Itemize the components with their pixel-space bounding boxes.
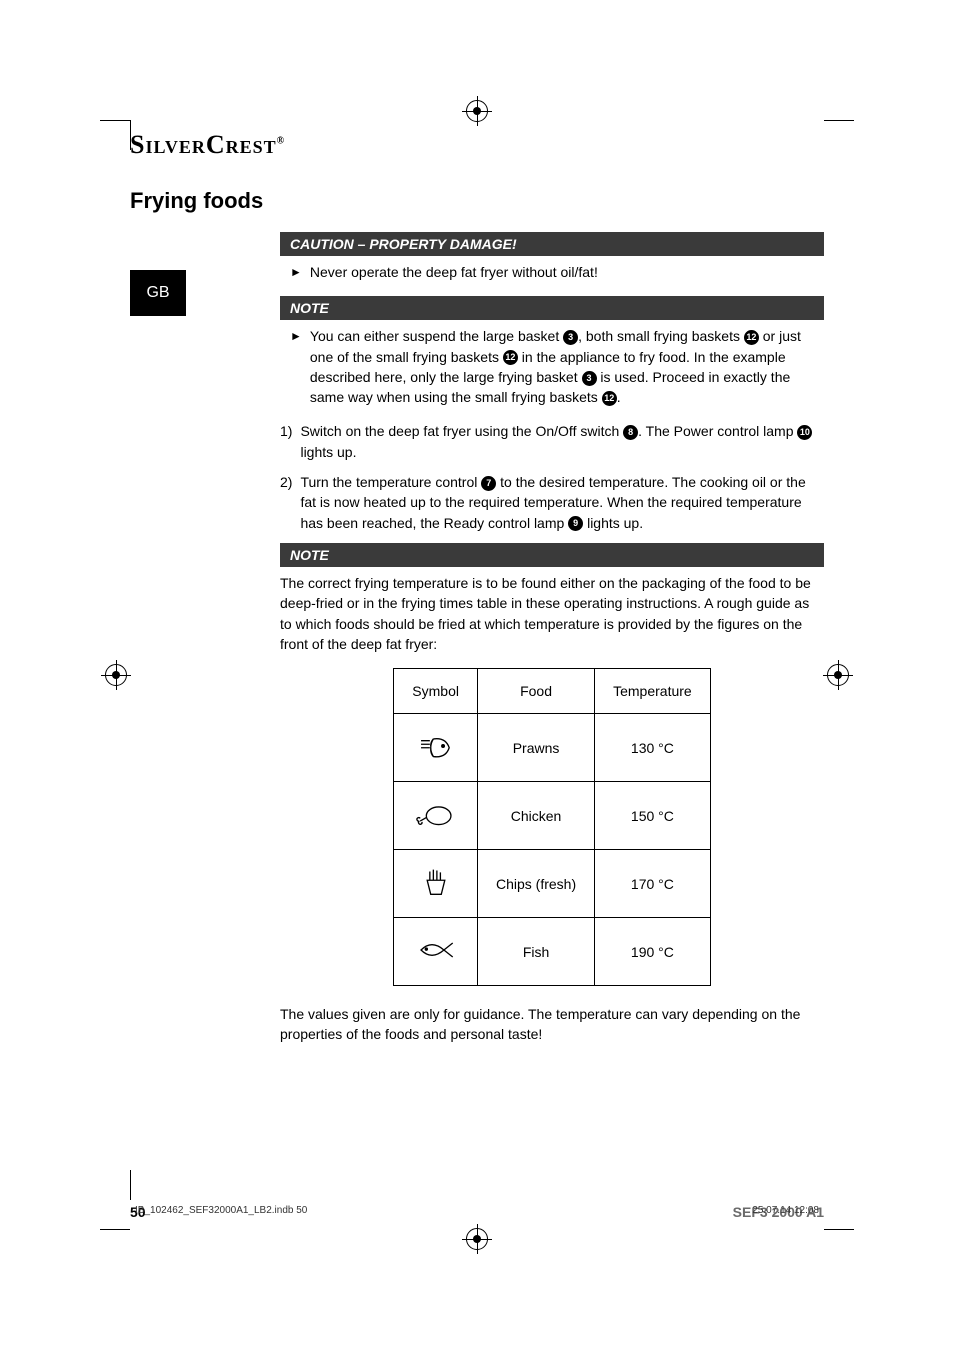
temperature-table: Symbol Food Temperature Prawns 130 °C (393, 668, 710, 986)
chicken-icon (394, 782, 478, 850)
bullet-arrow-icon: ► (290, 328, 302, 345)
ref-circle-icon: 7 (481, 476, 496, 491)
imprint-date: 25.07.14 12:08 (752, 1205, 819, 1216)
ref-circle-icon: 9 (568, 516, 583, 531)
table-cell: 130 °C (595, 714, 711, 782)
table-header: Temperature (595, 669, 711, 714)
ref-circle-icon: 12 (744, 330, 759, 345)
fish-icon (394, 918, 478, 986)
step-number: 2) (280, 472, 292, 533)
crop-mark (100, 120, 130, 121)
step-item: 1) Switch on the deep fat fryer using th… (280, 421, 824, 462)
ref-circle-icon: 3 (582, 371, 597, 386)
table-cell: 190 °C (595, 918, 711, 986)
ref-circle-icon: 3 (563, 330, 578, 345)
note-banner: NOTE (280, 296, 824, 320)
table-row: Prawns 130 °C (394, 714, 710, 782)
table-row: Chicken 150 °C (394, 782, 710, 850)
registration-mark-icon (827, 664, 849, 686)
table-row: Chips (fresh) 170 °C (394, 850, 710, 918)
chips-icon (394, 850, 478, 918)
table-header: Food (477, 669, 594, 714)
ref-circle-icon: 12 (503, 350, 518, 365)
step-text: Turn the temperature control 7 to the de… (300, 472, 824, 533)
step-text: Switch on the deep fat fryer using the O… (300, 421, 824, 462)
table-cell: 150 °C (595, 782, 711, 850)
registration-mark-icon (105, 664, 127, 686)
table-cell: Prawns (477, 714, 594, 782)
caution-text: Never operate the deep fat fryer without… (310, 262, 598, 282)
step-number: 1) (280, 421, 292, 462)
registration-mark-icon (466, 100, 488, 122)
caution-banner: CAUTION – PROPERTY DAMAGE! (280, 232, 824, 256)
registration-mark-icon (466, 1228, 488, 1250)
ref-circle-icon: 10 (797, 425, 812, 440)
table-header: Symbol (394, 669, 478, 714)
bullet-arrow-icon: ► (290, 264, 302, 281)
ref-circle-icon: 8 (623, 425, 638, 440)
crop-mark (824, 1229, 854, 1230)
ref-circle-icon: 12 (602, 391, 617, 406)
table-cell: Fish (477, 918, 594, 986)
imprint-file: IB_102462_SEF32000A1_LB2.indb 50 (135, 1205, 307, 1216)
table-cell: Chips (fresh) (477, 850, 594, 918)
step-item: 2) Turn the temperature control 7 to the… (280, 472, 824, 533)
note2-text: The correct frying temperature is to be … (280, 573, 824, 654)
table-cell: Chicken (477, 782, 594, 850)
note1-text: You can either suspend the large basket … (310, 326, 824, 407)
table-cell: 170 °C (595, 850, 711, 918)
brand-logo: SilverCrest® (130, 130, 824, 160)
crop-mark (824, 120, 854, 121)
crop-mark (100, 1229, 130, 1230)
closing-text: The values given are only for guidance. … (280, 1004, 824, 1045)
section-title: Frying foods (130, 188, 824, 214)
table-row: Fish 190 °C (394, 918, 710, 986)
prawn-icon (394, 714, 478, 782)
note-banner: NOTE (280, 543, 824, 567)
